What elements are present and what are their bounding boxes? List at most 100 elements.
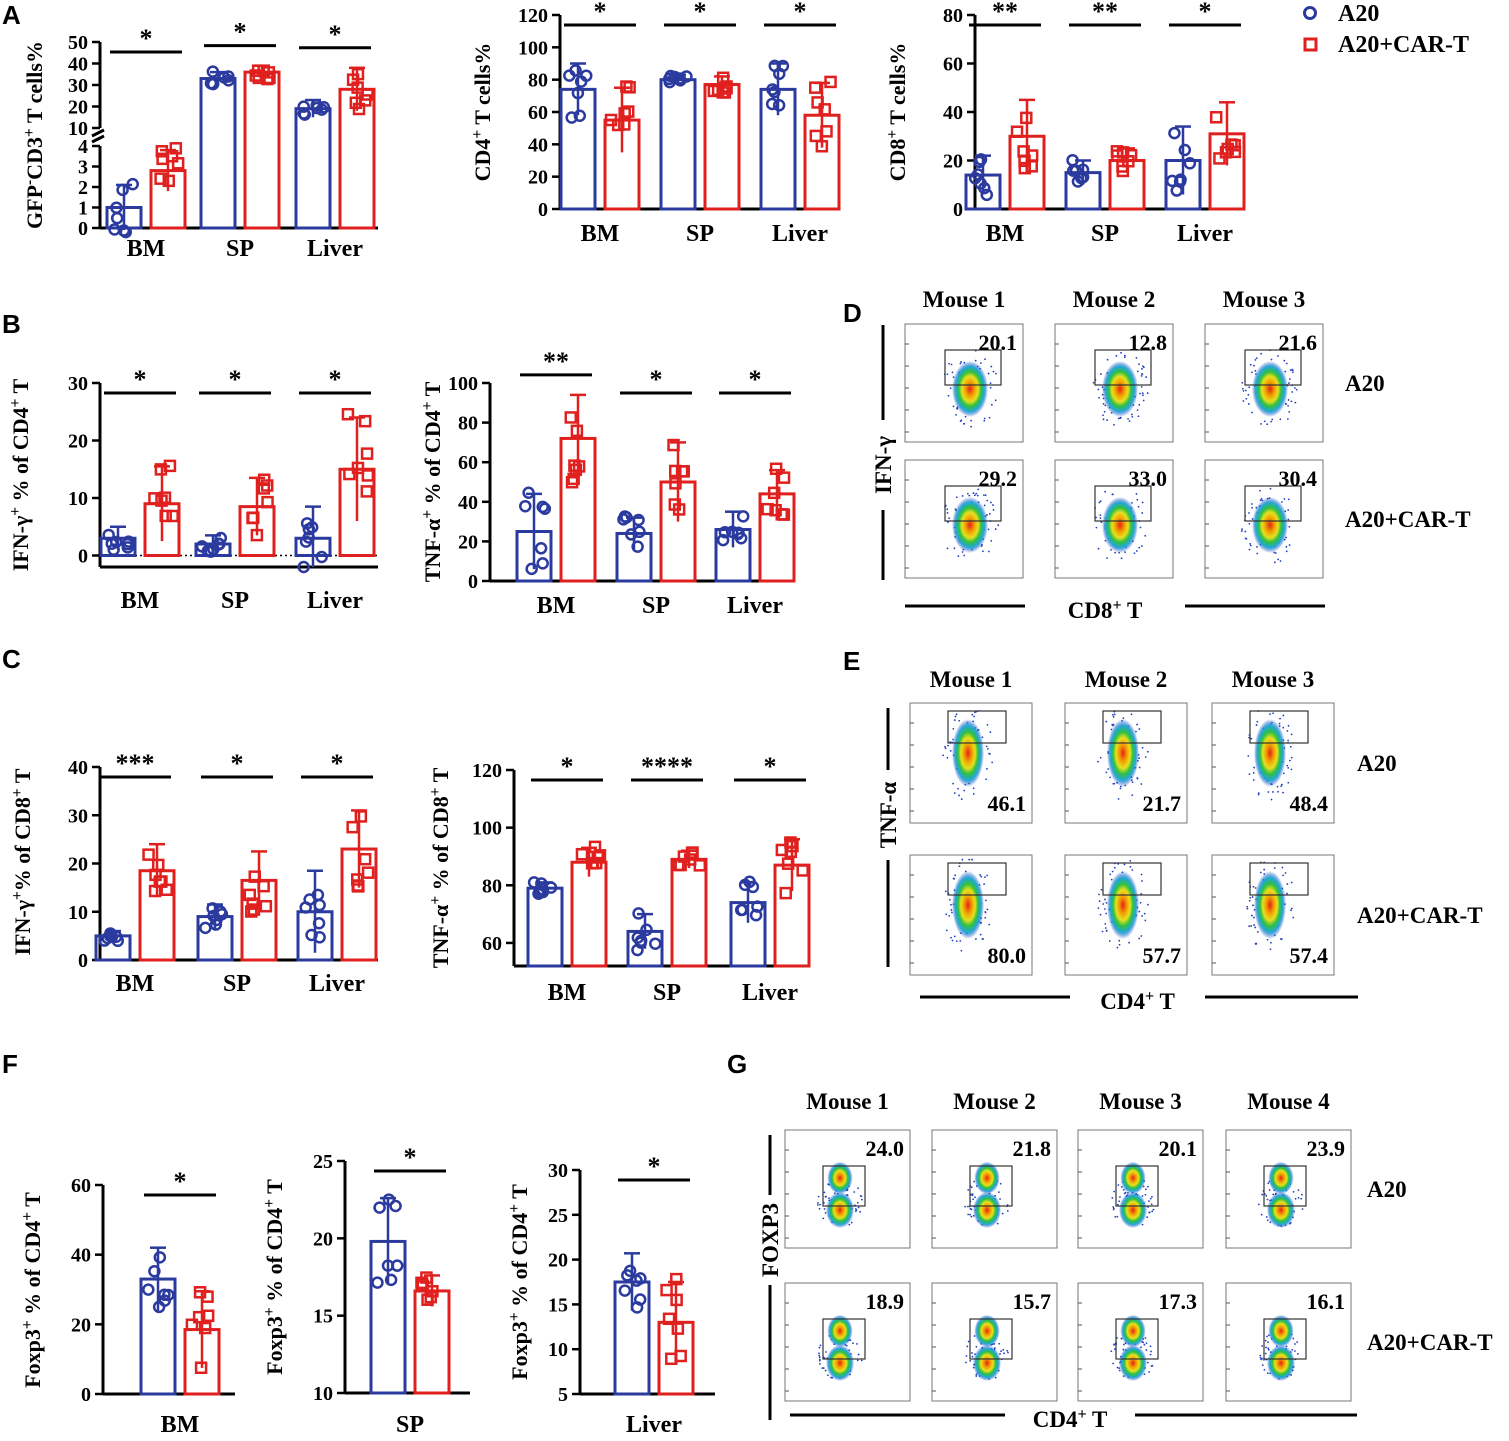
flow-event-dot <box>1138 766 1141 769</box>
data-point-car-t <box>155 875 168 888</box>
data-point-a20 <box>725 525 739 539</box>
y-tick-label: 120 <box>472 760 502 782</box>
y-tick-label: 40 <box>71 1245 91 1267</box>
flow-event-dot <box>1251 896 1254 898</box>
flow-event-dot <box>974 1196 976 1199</box>
flow-event-dot <box>1152 1208 1155 1211</box>
data-point-a20 <box>640 923 653 937</box>
flow-gate <box>944 349 1002 386</box>
flow-event-dot <box>1144 756 1147 758</box>
flow-event-dot <box>951 939 954 942</box>
flow-event-dot <box>1291 371 1294 374</box>
flow-event-dot <box>1131 869 1134 871</box>
data-point-car-t <box>163 459 177 473</box>
flow-event-dot <box>1292 916 1295 919</box>
data-point-a20 <box>734 903 748 917</box>
data-point-a20 <box>1178 143 1192 157</box>
flow-event-dot <box>999 1353 1001 1355</box>
bar-car-t-sp <box>670 857 708 968</box>
y-axis-label: Foxp3+ % of CD4+ T <box>506 1184 533 1380</box>
flow-event-dot <box>988 416 991 419</box>
flow-event-dot <box>1116 946 1119 949</box>
flow-event-dot <box>859 1210 862 1213</box>
flow-event-dot <box>1133 552 1136 555</box>
flow-event-dot <box>947 744 949 747</box>
flow-event-dot <box>1296 1353 1299 1355</box>
data-point-a20 <box>571 86 585 100</box>
data-point-car-t <box>249 69 263 82</box>
flow-event-dot <box>1123 356 1126 359</box>
data-point-car-t <box>618 107 631 120</box>
y-tick-label: 20 <box>458 531 478 553</box>
data-point-car-t <box>1020 111 1033 125</box>
data-point-a20 <box>525 562 538 576</box>
flow-event-dot <box>990 539 993 542</box>
chart-c2-tnfa-cd8: 60 80 100 120 TNF-α+ % of CD8+ T BM * SP **** Liv… <box>427 752 811 1006</box>
flow-event-dot <box>1288 544 1291 546</box>
flow-event-dot <box>1098 893 1100 896</box>
flow-event-dot <box>979 874 982 876</box>
flow-event-dot <box>983 494 985 497</box>
flow-event-dot <box>971 1194 974 1197</box>
y-tick-label: 20 <box>68 431 88 453</box>
flow-event-dot <box>1251 506 1253 509</box>
flow-event-dot <box>963 789 966 792</box>
flow-event-dot <box>990 501 992 504</box>
data-point-a20 <box>1170 184 1184 197</box>
data-point-car-t <box>781 857 795 870</box>
significance-marker: * <box>764 752 777 781</box>
legend-square-icon <box>1303 37 1318 52</box>
x-category-label: BM <box>127 236 166 262</box>
flow-event-dot <box>971 1355 974 1358</box>
flow-event-dot <box>953 547 956 550</box>
flow-event-dot <box>999 1182 1002 1185</box>
row-group-label: A20+CAR-T <box>1367 1330 1493 1355</box>
data-point-car-t <box>158 491 172 504</box>
flow-x-axis-label: CD8+ T <box>1068 597 1143 624</box>
flow-event-dot <box>1099 500 1102 503</box>
flow-event-dot <box>1144 1193 1147 1196</box>
flow-event-dot <box>1113 1190 1116 1193</box>
data-point-a20 <box>1183 157 1197 170</box>
flow-event-dot <box>1141 746 1144 749</box>
flow-event-dot <box>975 1375 978 1377</box>
flow-event-dot <box>821 1367 824 1370</box>
flow-event-dot <box>1116 1203 1119 1206</box>
flow-event-dot <box>1287 399 1290 401</box>
data-point-a20 <box>390 1259 404 1272</box>
flow-event-dot <box>1288 525 1291 528</box>
data-point-car-t <box>359 94 372 107</box>
flow-event-dot <box>825 1351 827 1353</box>
chart-b1-ifng-cd4: 0 10 20 30 IFN-γ+ % of CD4+ T BM * SP * Liver * <box>7 365 378 614</box>
gate-percentage: 24.0 <box>866 1136 905 1161</box>
y-tick-label: 60 <box>528 102 548 124</box>
flow-event-dot <box>1280 785 1283 787</box>
data-point-car-t <box>346 820 359 834</box>
flow-event-dot <box>987 528 990 531</box>
flow-event-dot <box>1114 1215 1117 1218</box>
flow-event-dot <box>1116 1215 1119 1218</box>
x-category-label: BM <box>121 588 160 614</box>
flow-density-cluster <box>1102 497 1138 553</box>
flow-event-dot <box>1117 417 1120 420</box>
flow-event-dot <box>1131 781 1134 784</box>
flow-event-dot <box>1289 378 1291 381</box>
flow-event-dot <box>1286 729 1289 732</box>
y-axis-label: CD4+ T cells% <box>469 43 496 182</box>
flow-event-dot <box>953 792 956 794</box>
data-point-a20 <box>716 533 730 547</box>
y-tick-label: 100 <box>448 373 478 395</box>
flow-event-dot <box>944 890 947 893</box>
data-point-car-t <box>1209 111 1223 124</box>
flow-y-axis-label: FOXP3 <box>758 1203 783 1277</box>
flow-event-dot <box>1266 1198 1269 1201</box>
significance-marker: ** <box>543 347 569 376</box>
data-point-car-t <box>824 75 837 89</box>
flow-event-dot <box>1138 728 1141 730</box>
y-axis-label: Foxp3+ % of CD4+ T <box>19 1192 46 1388</box>
flow-event-dot <box>1272 712 1274 715</box>
data-point-a20 <box>751 900 764 913</box>
data-point-car-t <box>565 475 579 489</box>
flow-event-dot <box>954 715 957 718</box>
